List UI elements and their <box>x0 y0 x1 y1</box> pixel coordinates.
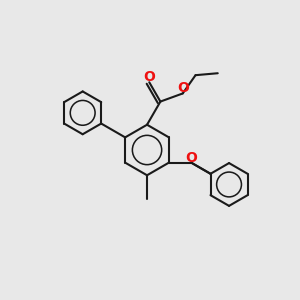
Text: O: O <box>143 70 155 84</box>
Text: O: O <box>177 81 189 95</box>
Text: O: O <box>185 151 197 165</box>
